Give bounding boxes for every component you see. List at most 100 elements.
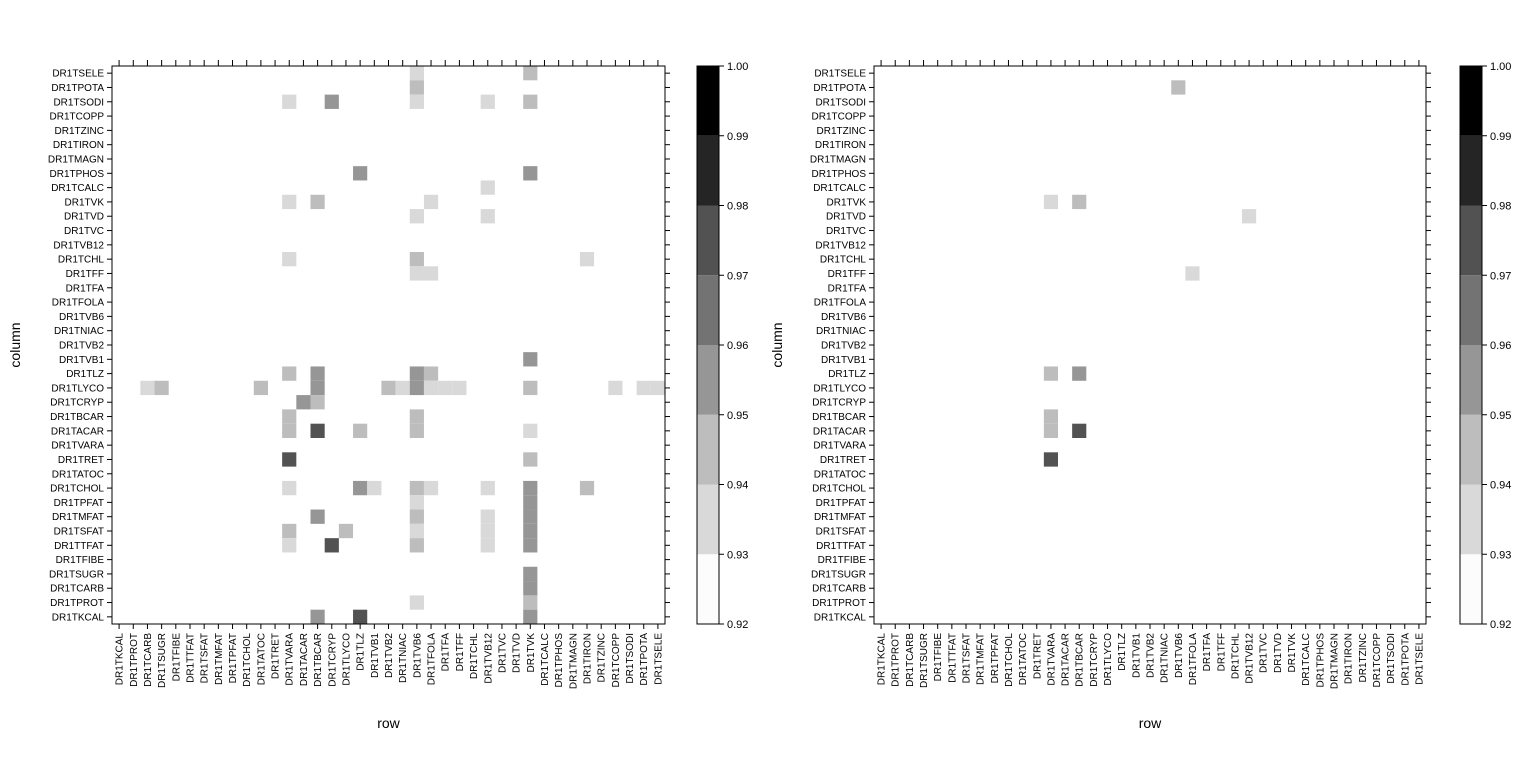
y-tick-label: DR1TLYCO	[51, 383, 104, 394]
heatmap-cell	[381, 380, 396, 396]
heatmap-cell	[282, 252, 297, 267]
x-tick-label: DR1TCRYP	[327, 633, 338, 687]
heatmap-cell	[523, 380, 538, 396]
heatmap-cell	[423, 480, 439, 496]
x-tick-label: DR1TKCAL	[115, 633, 126, 686]
y-tick-label: DR1TPROT	[812, 598, 866, 609]
x-tick-label: DR1TSELE	[653, 633, 664, 685]
heatmap-cell	[409, 266, 424, 281]
heatmap-panel-2: DR1TSELEDR1TPOTADR1TSODIDR1TCOPPDR1TZINC…	[769, 60, 1511, 731]
heatmap-cell	[353, 166, 368, 181]
y-tick-label: DR1TSELE	[814, 69, 866, 80]
x-tick-label: DR1TRET	[1032, 633, 1043, 679]
y-tick-label: DR1TLYCO	[813, 383, 866, 394]
y-tick-label: DR1TTFAT	[54, 541, 104, 552]
x-tick-label: DR1TCHOL	[1004, 633, 1015, 687]
x-tick-label: DR1TVB2	[1146, 633, 1157, 678]
x-tick-label: DR1TBCAR	[313, 633, 324, 687]
x-tick-label: DR1TLZ	[1117, 633, 1128, 671]
heatmap-cell	[253, 380, 268, 396]
heatmap-cell	[438, 380, 453, 396]
heatmap-cell	[282, 366, 297, 381]
y-tick-label: DR1TCOPP	[50, 112, 105, 123]
x-tick-label: DR1TMAGN	[568, 633, 579, 689]
heatmap-panel-1: DR1TSELEDR1TPOTADR1TSODIDR1TCOPPDR1TZINC…	[7, 60, 748, 731]
y-tick-label: DR1TLZ	[828, 369, 866, 380]
y-tick-label: DR1TVD	[826, 212, 866, 223]
x-tick-label: DR1TVC	[1259, 633, 1270, 673]
heatmap-cell	[423, 366, 439, 381]
x-axis-title: row	[377, 715, 400, 731]
colorbar-swatch	[1460, 135, 1482, 206]
heatmap-cell	[523, 452, 538, 467]
colorbar-swatch	[1460, 275, 1482, 345]
y-tick-label: DR1TSFAT	[54, 527, 104, 538]
x-tick-label: DR1TVB6	[1174, 633, 1185, 678]
heatmap-cell	[409, 252, 424, 267]
heatmap-cell	[523, 495, 538, 510]
heatmap-cell	[1072, 423, 1087, 438]
x-tick-label: DR1TCARB	[905, 633, 916, 687]
colorbar-tick-label: 1.00	[727, 61, 748, 73]
x-tick-label: DR1TFA	[1202, 633, 1213, 672]
y-tick-label: DR1TIRON	[815, 140, 866, 151]
heatmap-cell	[310, 395, 325, 410]
heatmap-cell	[409, 480, 424, 496]
y-tick-label: DR1TSFAT	[816, 527, 866, 538]
y-tick-label: DR1TVC	[64, 226, 104, 237]
y-tick-label: DR1TVB1	[59, 355, 104, 366]
y-tick-label: DR1TBCAR	[50, 412, 104, 423]
x-tick-label: DR1TSUGR	[919, 633, 930, 688]
x-tick-label: DR1TFA	[441, 633, 452, 672]
colorbar-tick-label: 0.94	[1490, 480, 1511, 492]
x-tick-label: DR1TPOTA	[639, 633, 650, 686]
y-tick-label: DR1TVK	[827, 197, 867, 208]
heatmap-cell	[282, 194, 297, 210]
y-tick-label: DR1TVB12	[815, 240, 866, 251]
x-tick-label: DR1TSODI	[1386, 633, 1397, 684]
heatmap-cell	[324, 538, 339, 553]
heatmap-cell	[1072, 366, 1087, 381]
x-tick-label: DR1TFOLA	[1188, 633, 1199, 686]
x-tick-label: DR1TSFAT	[962, 633, 973, 683]
heatmap-cell	[282, 538, 297, 553]
y-tick-label: DR1TCRYP	[50, 398, 104, 409]
colorbar-swatch	[697, 345, 719, 415]
y-tick-label: DR1TVC	[826, 226, 866, 237]
colorbar-tick-label: 0.98	[727, 201, 748, 213]
x-tick-label: DR1TCHL	[469, 633, 480, 680]
y-tick-label: DR1TFOLA	[814, 298, 867, 309]
x-tick-label: DR1TPROT	[891, 633, 902, 687]
heatmap-cell	[423, 380, 439, 396]
heatmap-cell	[409, 66, 424, 81]
colorbar-swatch	[697, 414, 719, 485]
y-tick-label: DR1TKCAL	[52, 612, 105, 623]
y-tick-label: DR1TVB6	[821, 312, 866, 323]
colorbar-swatch	[1460, 554, 1482, 624]
y-tick-label: DR1TPOTA	[51, 83, 104, 94]
y-tick-label: DR1TFA	[66, 283, 105, 294]
colorbar-tick-label: 0.94	[727, 480, 748, 492]
heatmap-cell	[579, 480, 595, 496]
y-tick-label: DR1TATOC	[814, 469, 866, 480]
colorbar-tick-label: 0.99	[1490, 131, 1511, 143]
heatmap-cell	[282, 423, 297, 438]
plot-frame	[111, 65, 666, 625]
y-tick-label: DR1TACAR	[813, 426, 866, 437]
y-axis-title: column	[7, 322, 23, 367]
heatmap-cell	[480, 94, 495, 109]
x-tick-label: DR1TPFAT	[228, 633, 239, 683]
colorbar-tick-label: 1.00	[1490, 61, 1511, 73]
x-tick-label: DR1TCARB	[143, 633, 154, 687]
heatmap-cell	[480, 538, 495, 553]
colorbar-swatch	[697, 554, 719, 624]
x-tick-label: DR1TACAR	[299, 633, 310, 686]
heatmap-cell	[154, 380, 169, 396]
heatmap-cell	[523, 523, 538, 539]
y-tick-label: DR1TSUGR	[49, 569, 104, 580]
y-tick-label: DR1TCALC	[813, 183, 866, 194]
heatmap-cell	[523, 423, 538, 438]
y-tick-label: DR1TCHOL	[812, 484, 866, 495]
colorbar-tick-label: 0.93	[727, 549, 748, 561]
y-tick-label: DR1TVB2	[821, 341, 866, 352]
